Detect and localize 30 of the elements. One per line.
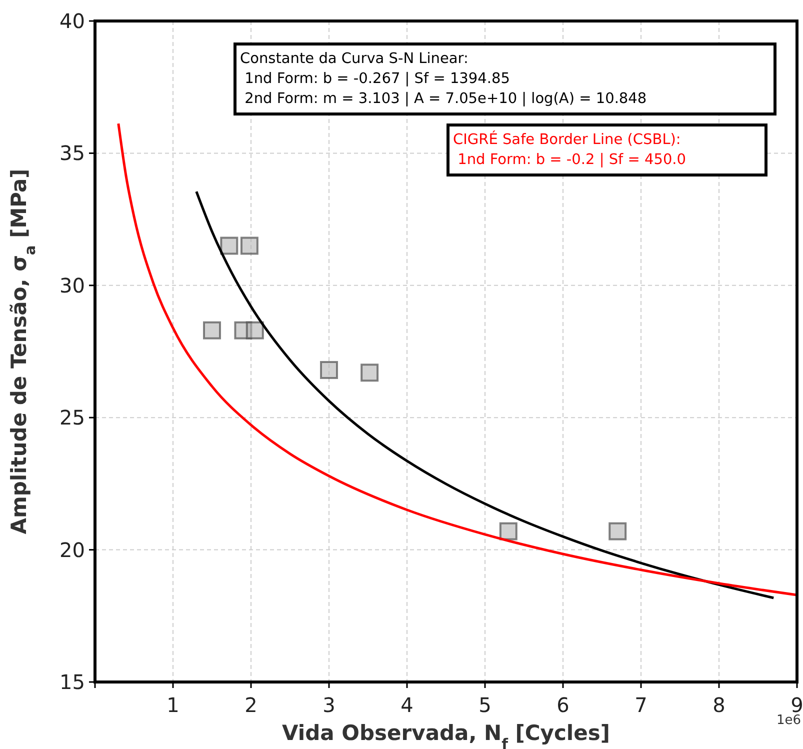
point (320, 361, 338, 380)
x-tick-label: 6 (556, 693, 570, 717)
point (220, 236, 238, 255)
y-tick-label: 15 (60, 670, 85, 694)
y-tick-label: 35 (60, 141, 85, 166)
text-box: Constante da Curva S-N Linear: 1nd Form: b = -0.267 | Sf = 1394.85 2nd Form: m = 3.103 | A = 7.05e+10 | log(A) = 10.848 (234, 42, 776, 116)
x-tick-label: 2 (244, 693, 258, 717)
x-tick-label: 4 (400, 693, 414, 717)
point (246, 321, 264, 340)
x-tick-label: 5 (478, 693, 492, 717)
x-tick-label: 3 (322, 693, 336, 717)
y-tick-label: 40 (60, 9, 85, 33)
annotation: Constante da Curva S-N Linear: 1nd Form: b = -0.267 | Sf = 1394.85 2nd Form: m = 3.103 | A = 7.05e+10 | log(A) = 10.848 (240, 51, 647, 107)
annotation: CIGRÉ Safe Border Line (CSBL): 1nd Form: b = -0.2 | Sf = 450.0 (453, 130, 686, 168)
point (608, 522, 627, 540)
y-tick-label: 25 (60, 406, 85, 430)
x-axis-title: Vida Observada, N$_{f}$ [Cycles] (282, 721, 610, 749)
text: 1e6 (776, 713, 801, 728)
point (499, 522, 518, 540)
point (240, 236, 258, 255)
x-tick-label: 8 (712, 693, 726, 717)
line-series (195, 190, 775, 600)
x-tick-label: 7 (634, 693, 648, 717)
point (203, 321, 221, 340)
line-series (117, 122, 798, 596)
x-tick-label: 1 (166, 693, 180, 717)
text-box: CIGRÉ Safe Border Line (CSBL): 1nd Form: b = -0.2 | Sf = 450.0 (446, 124, 768, 176)
point (360, 364, 379, 382)
y-tick-label: 20 (60, 538, 85, 562)
y-tick-label: 30 (60, 273, 85, 298)
